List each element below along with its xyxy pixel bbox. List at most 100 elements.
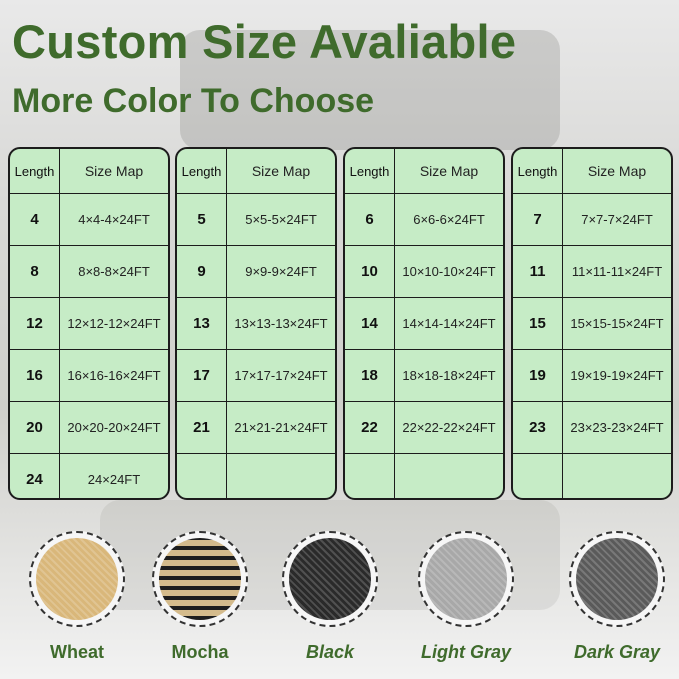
- size-cell: 16×16-16×24FT: [67, 368, 161, 383]
- table-header: Length Size Map: [345, 149, 503, 194]
- size-cell: 11×11-11×24FT: [571, 264, 663, 279]
- table-row: 23 23×23-23×24FT: [513, 402, 671, 454]
- table-row: 19 19×19-19×24FT: [513, 350, 671, 402]
- length-cell: 20: [10, 402, 60, 453]
- table-row: 5 5×5-5×24FT: [177, 194, 335, 246]
- table-header: Length Size Map: [10, 149, 168, 194]
- length-cell: 13: [177, 298, 227, 349]
- table-row: 8 8×8-8×24FT: [10, 246, 168, 298]
- length-cell: 9: [177, 246, 227, 297]
- size-table: Length Size Map 5 5×5-5×24FT 9 9×9-9×24FT 13 13…: [175, 147, 337, 500]
- header-length: Length: [345, 149, 395, 193]
- color-swatch-mocha: [152, 531, 248, 627]
- color-swatch-light-gray: [418, 531, 514, 627]
- length-cell: 23: [513, 402, 563, 453]
- size-cell: 5×5-5×24FT: [245, 212, 317, 227]
- table-row: 4 4×4-4×24FT: [10, 194, 168, 246]
- size-cell: 13×13-13×24FT: [234, 316, 328, 331]
- length-cell: 19: [513, 350, 563, 401]
- table-row: 6 6×6-6×24FT: [345, 194, 503, 246]
- table-row: 24 24×24FT: [10, 454, 168, 498]
- table-row: 12 12×12-12×24FT: [10, 298, 168, 350]
- color-label: Mocha: [171, 642, 229, 662]
- size-cell: 14×14-14×24FT: [402, 316, 496, 331]
- table-row: 16 16×16-16×24FT: [10, 350, 168, 402]
- length-cell: 7: [513, 194, 563, 245]
- header-size-map: Size Map: [84, 163, 144, 179]
- header-length: Length: [177, 149, 227, 193]
- size-cell: 8×8-8×24FT: [78, 264, 150, 279]
- table-row: 18 18×18-18×24FT: [345, 350, 503, 402]
- swatch-texture: [159, 538, 241, 620]
- size-cell: 9×9-9×24FT: [245, 264, 317, 279]
- table-row: [513, 454, 671, 498]
- header-size-map: Size Map: [419, 163, 479, 179]
- size-cell: 7×7-7×24FT: [581, 212, 653, 227]
- table-row: 10 10×10-10×24FT: [345, 246, 503, 298]
- header-length: Length: [513, 149, 563, 193]
- size-cell: 19×19-19×24FT: [570, 368, 664, 383]
- swatch-texture: [425, 538, 507, 620]
- length-cell: 15: [513, 298, 563, 349]
- page-title: Custom Size Avaliable: [12, 15, 517, 68]
- length-cell: 8: [10, 246, 60, 297]
- table-row: 14 14×14-14×24FT: [345, 298, 503, 350]
- table-row: 21 21×21-21×24FT: [177, 402, 335, 454]
- table-row: 15 15×15-15×24FT: [513, 298, 671, 350]
- page-subtitle: More Color To Choose: [12, 82, 375, 120]
- size-table: Length Size Map 7 7×7-7×24FT 11 11×11-11×24FT…: [511, 147, 673, 500]
- length-cell: 14: [345, 298, 395, 349]
- size-cell: [227, 454, 335, 498]
- header-size-map: Size Map: [587, 163, 647, 179]
- length-cell: 4: [10, 194, 60, 245]
- table-row: [177, 454, 335, 498]
- color-label: Light Gray: [420, 642, 511, 662]
- table-header: Length Size Map: [177, 149, 335, 194]
- color-label: Dark Gray: [573, 642, 661, 662]
- header-size-map: Size Map: [251, 163, 311, 179]
- size-cell: 6×6-6×24FT: [413, 212, 485, 227]
- length-cell: 18: [345, 350, 395, 401]
- background-machine: [180, 30, 560, 150]
- table-row: 17 17×17-17×24FT: [177, 350, 335, 402]
- size-cell: 4×4-4×24FT: [78, 212, 150, 227]
- size-cell: 21×21-21×24FT: [234, 420, 328, 435]
- table-row: 7 7×7-7×24FT: [513, 194, 671, 246]
- size-cell: 12×12-12×24FT: [67, 316, 161, 331]
- table-row: 13 13×13-13×24FT: [177, 298, 335, 350]
- length-cell: [345, 454, 395, 498]
- swatch-texture: [289, 538, 371, 620]
- length-cell: [513, 454, 563, 498]
- length-cell: 21: [177, 402, 227, 453]
- table-row: 22 22×22-22×24FT: [345, 402, 503, 454]
- length-cell: 12: [10, 298, 60, 349]
- table-row: 20 20×20-20×24FT: [10, 402, 168, 454]
- length-cell: 5: [177, 194, 227, 245]
- size-cell: 18×18-18×24FT: [402, 368, 496, 383]
- table-row: [345, 454, 503, 498]
- color-swatch-wheat: [29, 531, 125, 627]
- length-cell: 6: [345, 194, 395, 245]
- length-cell: 17: [177, 350, 227, 401]
- length-cell: 11: [513, 246, 563, 297]
- size-cell: 24×24FT: [87, 471, 141, 487]
- swatch-texture: [36, 538, 118, 620]
- table-row: 9 9×9-9×24FT: [177, 246, 335, 298]
- size-cell: 17×17-17×24FT: [234, 368, 328, 383]
- table-row: 11 11×11-11×24FT: [513, 246, 671, 298]
- length-cell: 10: [345, 246, 395, 297]
- length-cell: 16: [10, 350, 60, 401]
- size-cell: 15×15-15×24FT: [570, 316, 664, 331]
- table-header: Length Size Map: [513, 149, 671, 194]
- color-swatch-dark-gray: [569, 531, 665, 627]
- size-cell: 23×23-23×24FT: [570, 420, 664, 435]
- size-cell: 10×10-10×24FT: [402, 264, 496, 279]
- swatch-texture: [576, 538, 658, 620]
- size-table: Length Size Map 4 4×4-4×24FT 8 8×8-8×24FT 12 12…: [8, 147, 170, 500]
- size-cell: 22×22-22×24FT: [402, 420, 496, 435]
- size-cell: [563, 454, 671, 498]
- length-cell: [177, 454, 227, 498]
- size-cell: 20×20-20×24FT: [67, 420, 161, 435]
- color-swatch-black: [282, 531, 378, 627]
- color-label: Wheat: [50, 642, 104, 662]
